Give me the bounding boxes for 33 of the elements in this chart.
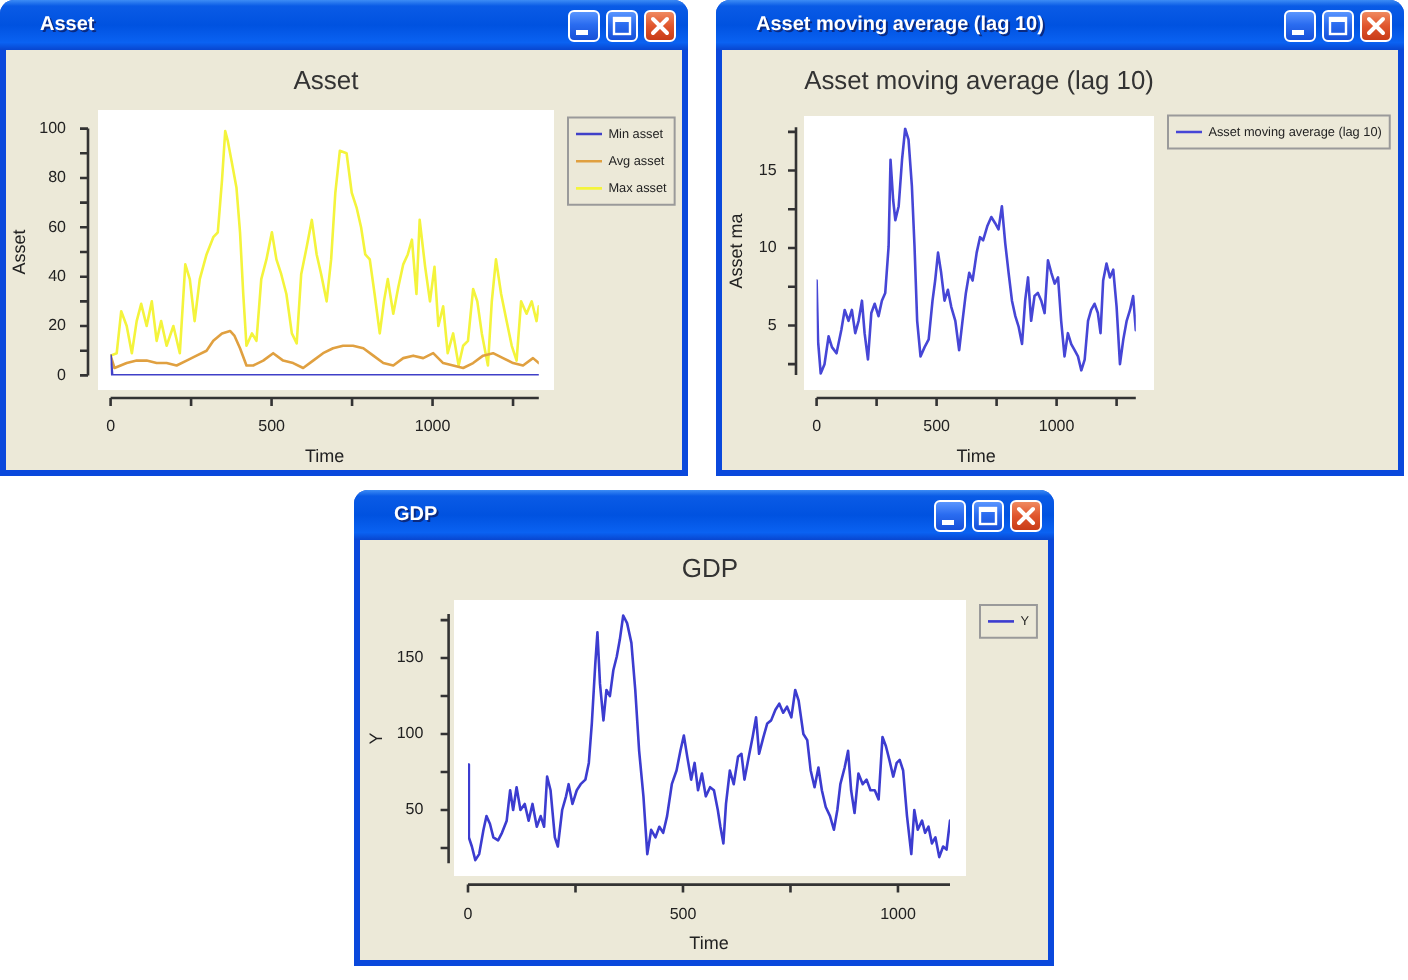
chart-title: GDP	[394, 504, 438, 526]
y-tick-label: 50	[405, 800, 425, 819]
y-tick-label: 100	[39, 119, 68, 138]
y-axis-title: Asset	[8, 228, 29, 275]
x-tick-label: 0	[463, 905, 474, 924]
y-tick-label: 60	[48, 217, 68, 236]
y-tick-label: 100	[396, 724, 425, 743]
y-tick-label: 5	[767, 315, 778, 334]
x-tick-label: 1000	[880, 905, 917, 924]
y-tick-label: 40	[48, 267, 68, 286]
x-tick-label: 0	[812, 417, 823, 436]
chart-title: Asset moving average (lag 10)	[804, 64, 1154, 95]
y-axis-title: Asset ma	[725, 213, 746, 289]
x-tick-label: 500	[923, 417, 952, 436]
y-axis-title: Y	[365, 732, 386, 745]
x-tick-label: 500	[258, 417, 287, 436]
y-tick-label: 0	[57, 365, 68, 384]
y-tick-label: 150	[396, 648, 425, 667]
x-tick-label: 1000	[414, 417, 452, 436]
x-tick-label: 0	[106, 417, 117, 436]
x-axis-title: Time	[956, 446, 996, 467]
x-tick-label: 1000	[1038, 417, 1076, 436]
chart-title: Asset	[40, 14, 95, 36]
chart-title: GDP	[681, 552, 739, 583]
y-tick-label: 10	[758, 238, 778, 257]
x-tick-label: 500	[669, 905, 698, 924]
x-axis-title: Time	[689, 932, 729, 953]
y-tick-label: 20	[48, 316, 68, 335]
chart-title: Asset	[293, 65, 360, 96]
y-tick-label: 80	[48, 168, 68, 187]
x-axis-title: Time	[305, 446, 345, 467]
chart-title: Asset moving average (lag 10)	[756, 14, 1044, 36]
y-tick-label: 15	[758, 160, 778, 179]
